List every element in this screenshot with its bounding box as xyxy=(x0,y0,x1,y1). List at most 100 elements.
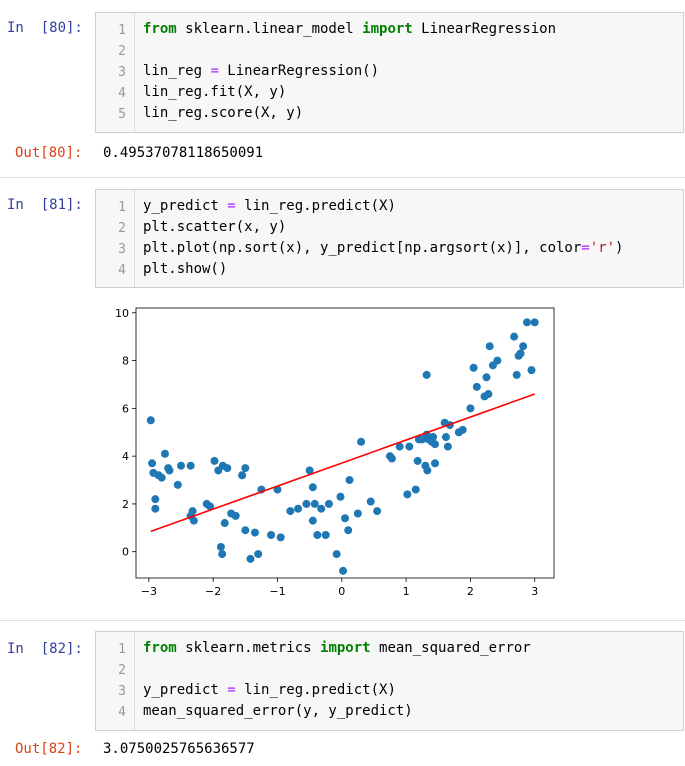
scatter-point xyxy=(336,492,345,501)
scatter-point xyxy=(431,459,440,468)
code-token: plt.plot(np.sort(x), y_predict[np.argsor… xyxy=(143,240,582,256)
scatter-point xyxy=(188,507,197,516)
scatter-point xyxy=(373,507,382,516)
code-line: mean_squared_error(y, y_predict) xyxy=(143,703,413,719)
scatter-point xyxy=(423,466,432,475)
scatter-point xyxy=(441,433,450,442)
line-number: 2 xyxy=(118,44,126,59)
scatter-point xyxy=(522,318,531,327)
code-editor[interactable]: 1 2 3 4 5 from sklearn.linear_model import L… xyxy=(95,12,684,133)
y-tick-label: 10 xyxy=(115,307,129,320)
y-tick-label: 4 xyxy=(122,450,129,463)
x-tick-label: −1 xyxy=(269,585,285,598)
code-token: = xyxy=(581,240,590,256)
code-token: mean_squared_error xyxy=(370,640,531,656)
scatter-point xyxy=(216,542,225,551)
scatter-point xyxy=(148,459,157,468)
code-token: from xyxy=(143,21,177,37)
scatter-point xyxy=(173,480,182,489)
line-number: 1 xyxy=(118,23,126,38)
code-line: y_predict = lin_reg.predict(X) xyxy=(143,198,396,214)
scatter-point xyxy=(344,526,353,535)
scatter-point xyxy=(466,404,475,413)
scatter-point xyxy=(157,473,166,482)
cell-80[interactable]: In [80]: 1 2 3 4 5 from sklearn.linear_model… xyxy=(0,0,685,175)
scatter-point xyxy=(411,485,420,494)
scatter-point xyxy=(246,554,255,563)
regression-line xyxy=(150,393,535,533)
y-tick-label: 2 xyxy=(122,498,129,511)
code-editor[interactable]: 1 2 3 4 from sklearn.metrics import mean_sq… xyxy=(95,631,684,731)
scatter-point xyxy=(177,461,186,470)
code-line: from sklearn.metrics import mean_squared… xyxy=(143,640,531,656)
code-token: lin_reg.predict(X) xyxy=(235,198,396,214)
code-token: plt.show() xyxy=(143,261,228,277)
output-value: 3.0750025765636577 xyxy=(103,741,255,757)
x-tick-label: 1 xyxy=(403,585,410,598)
scatter-point xyxy=(387,454,396,463)
scatter-point xyxy=(241,526,250,535)
scatter-point xyxy=(238,471,247,480)
cell-81[interactable]: In [81]: 1 2 3 4 y_predict = lin_reg.predic… xyxy=(0,180,685,620)
y-tick-label: 0 xyxy=(122,546,129,559)
scatter-point xyxy=(527,366,536,375)
line-number: 4 xyxy=(118,263,126,278)
code-token: y_predict xyxy=(143,682,228,698)
scatter-point xyxy=(469,363,478,372)
scatter-point xyxy=(341,514,349,523)
in-prompt: In [81]: xyxy=(7,197,83,213)
x-tick-label: 2 xyxy=(467,585,474,598)
scatter-point xyxy=(345,476,354,485)
output-value: 0.49537078118650091 xyxy=(103,145,264,161)
scatter-point xyxy=(231,511,240,520)
line-number: 3 xyxy=(118,65,126,80)
scatter-point xyxy=(519,342,528,351)
line-number-gutter: 1 2 3 4 5 xyxy=(96,13,135,132)
scatter-point xyxy=(530,318,539,327)
scatter-point xyxy=(308,483,317,492)
scatter-point xyxy=(321,530,330,539)
code-token: = xyxy=(227,198,236,214)
in-prompt: In [80]: xyxy=(7,20,83,36)
scatter-point xyxy=(510,332,519,341)
scatter-point xyxy=(422,370,431,379)
scatter-point xyxy=(205,502,214,511)
x-tick-label: −3 xyxy=(141,585,157,598)
scatter-point xyxy=(218,550,227,559)
scatter-point xyxy=(313,530,322,539)
scatter-point xyxy=(516,349,525,358)
scatter-point xyxy=(294,504,303,513)
scatter-point xyxy=(317,504,326,513)
scatter-point xyxy=(310,499,319,508)
code-token: ) xyxy=(615,240,624,256)
line-number: 4 xyxy=(118,705,126,720)
line-number-gutter: 1 2 3 4 xyxy=(96,190,135,287)
code-token: import xyxy=(362,21,413,37)
code-token: sklearn.linear_model xyxy=(176,21,363,37)
code-editor[interactable]: 1 2 3 4 y_predict = lin_reg.predict(X) plt.s… xyxy=(95,189,684,288)
scatter-point xyxy=(472,382,481,391)
scatter-point xyxy=(405,442,414,451)
code-token: lin_reg.predict(X) xyxy=(235,682,396,698)
out-prompt: Out[80]: xyxy=(15,145,83,161)
plot-frame xyxy=(135,307,555,579)
code-token: from xyxy=(143,640,177,656)
scatter-point xyxy=(151,495,160,504)
code-token: lin_reg.fit(X, y) xyxy=(143,84,287,100)
code-token: lin_reg.score(X, y) xyxy=(143,105,304,121)
scatter-point xyxy=(403,490,412,499)
scatter-point xyxy=(458,425,467,434)
in-prompt: In [82]: xyxy=(7,641,83,657)
out-prompt: Out[82]: xyxy=(15,741,83,757)
line-number: 1 xyxy=(118,642,126,657)
scatter-point xyxy=(366,497,375,506)
code-token: = xyxy=(227,682,236,698)
scatter-point xyxy=(482,373,491,382)
cell-82[interactable]: In [82]: 1 2 3 4 from sklearn.metrics impor… xyxy=(0,622,685,766)
code-token: y_predict xyxy=(143,198,228,214)
line-number: 1 xyxy=(118,200,126,215)
code-line: from sklearn.linear_model import LinearR… xyxy=(143,21,556,37)
scatter-point xyxy=(223,464,232,473)
code-line: lin_reg.score(X, y) xyxy=(143,105,303,121)
cell-divider xyxy=(0,177,685,178)
